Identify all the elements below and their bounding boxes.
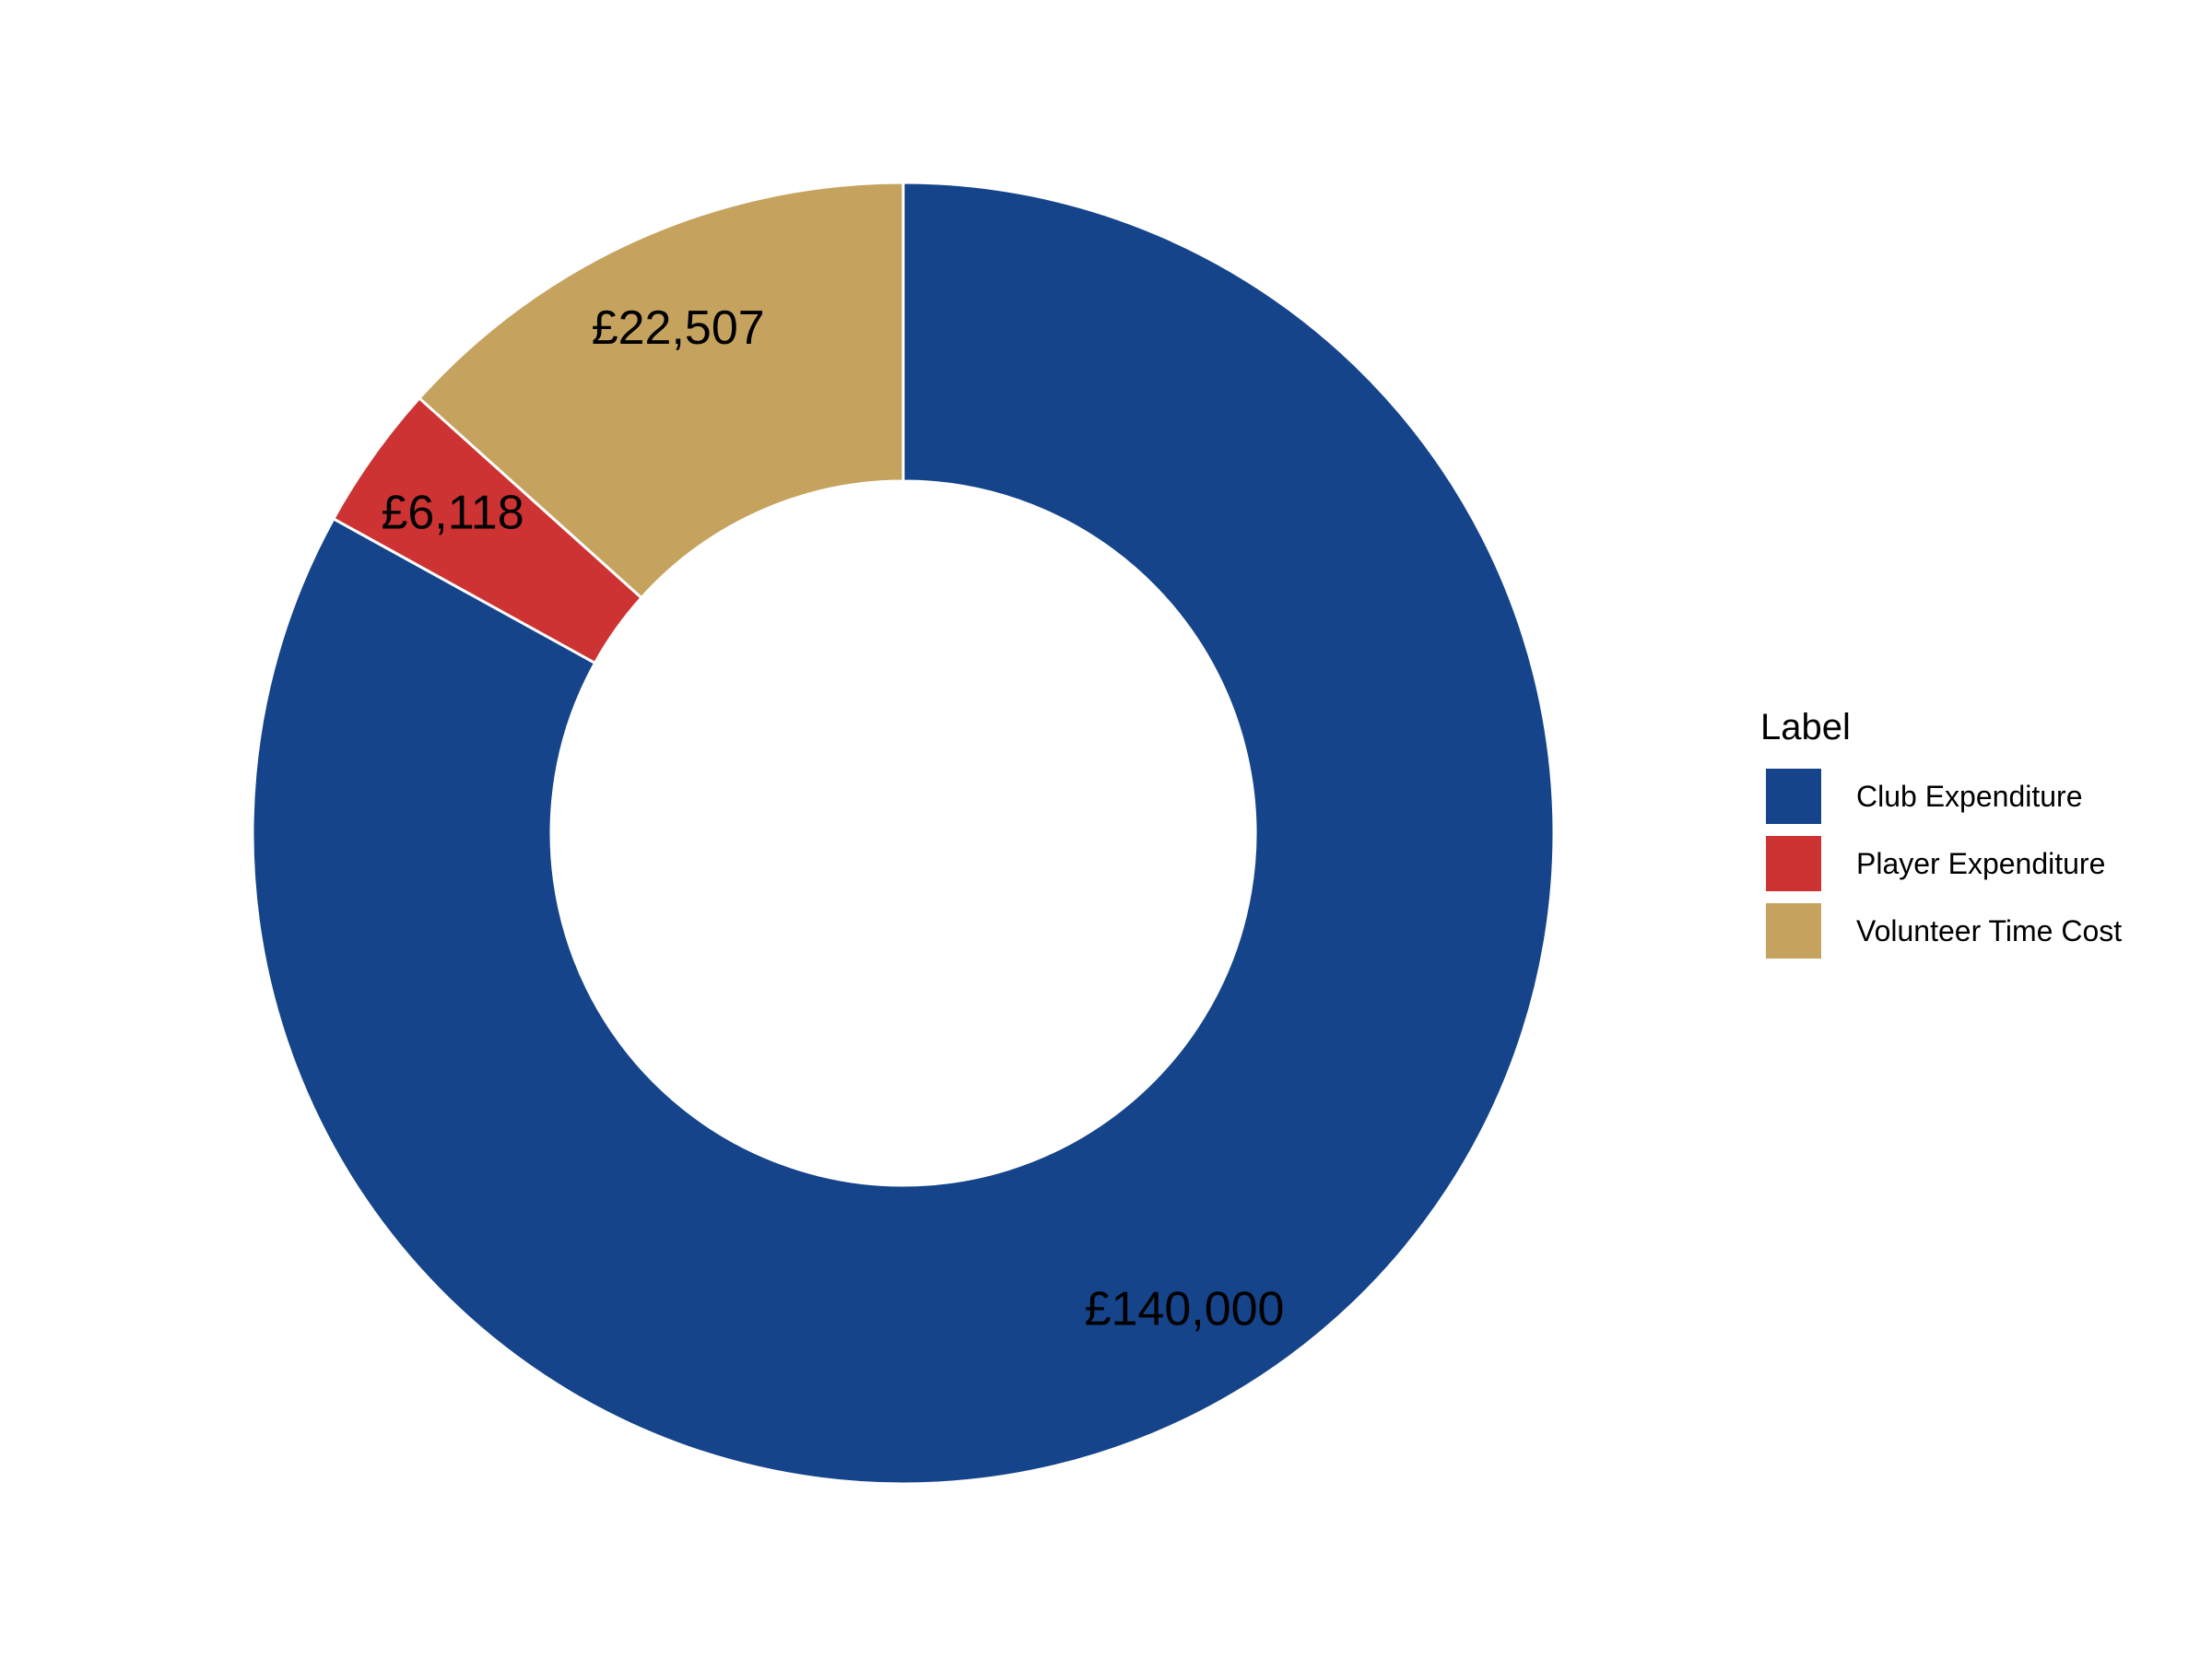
slice-volunteer-time-cost xyxy=(417,181,905,600)
legend-key-player-expenditure xyxy=(1766,836,1821,891)
legend-label-volunteer-time-cost: Volunteer Time Cost xyxy=(1856,914,2122,947)
donut-slices xyxy=(251,181,1556,1486)
legend-items: Club Expenditure Player Expenditure Volunt… xyxy=(1766,769,2122,959)
legend-title: Label xyxy=(1760,707,1851,747)
slice-labels: £22,507 £6,118 £140,000 xyxy=(381,301,1284,1336)
legend-label-club-expenditure: Club Expenditure xyxy=(1856,780,2082,813)
legend-key-volunteer-time-cost xyxy=(1766,903,1821,959)
slice-label-volunteer-time-cost: £22,507 xyxy=(592,301,765,355)
legend-key-club-expenditure xyxy=(1766,769,1821,824)
legend: Label Club Expenditure Player Expenditure… xyxy=(1760,707,2122,959)
legend-label-player-expenditure: Player Expenditure xyxy=(1856,847,2105,880)
slice-label-club-expenditure: £140,000 xyxy=(1085,1283,1285,1336)
slice-label-player-expenditure: £6,118 xyxy=(381,486,524,539)
slice-club-expenditure xyxy=(251,181,1556,1486)
